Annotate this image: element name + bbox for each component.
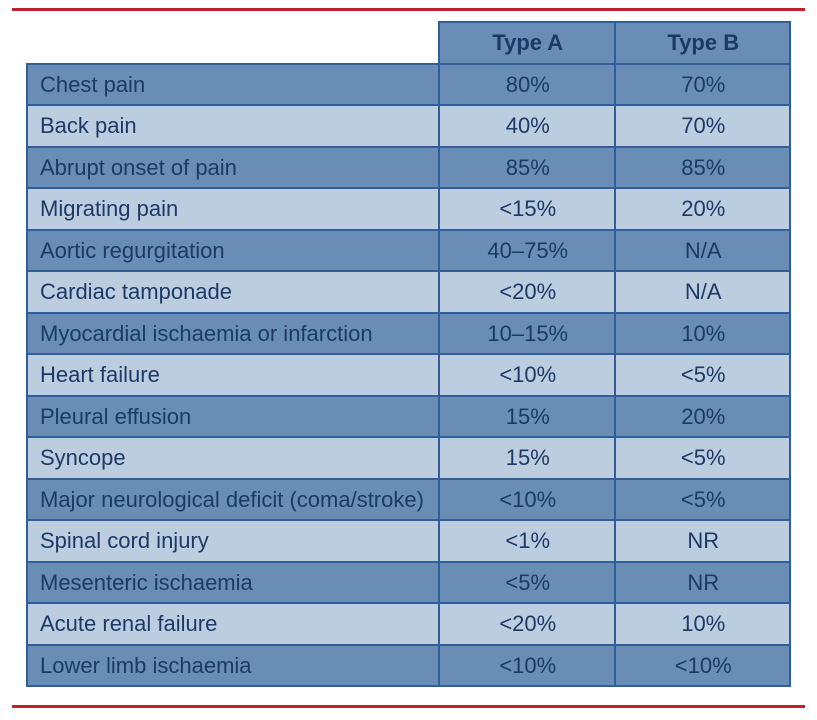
row-label: Back pain (27, 105, 439, 147)
cell-type-a: <1% (439, 520, 614, 562)
cell-type-a: 15% (439, 396, 614, 438)
row-label: Major neurological deficit (coma/stroke) (27, 479, 439, 521)
cell-type-b: NR (615, 520, 791, 562)
row-label: Heart failure (27, 354, 439, 396)
cell-type-b: 10% (615, 603, 791, 645)
table-row: Major neurological deficit (coma/stroke)… (27, 479, 790, 521)
cell-type-a: 15% (439, 437, 614, 479)
cell-type-b: <5% (615, 354, 791, 396)
cell-type-a: <15% (439, 188, 614, 230)
cell-type-a: <10% (439, 354, 614, 396)
top-rule (12, 8, 805, 11)
cell-type-b: <5% (615, 479, 791, 521)
table-header: Type A Type B (27, 22, 790, 64)
cell-type-a: <10% (439, 479, 614, 521)
table-row: Pleural effusion 15% 20% (27, 396, 790, 438)
table-row: Migrating pain <15% 20% (27, 188, 790, 230)
table-body: Chest pain 80% 70% Back pain 40% 70% Abr… (27, 64, 790, 687)
table-container: Type A Type B Chest pain 80% 70% Back pa… (12, 21, 805, 687)
table-row: Syncope 15% <5% (27, 437, 790, 479)
cell-type-b: 20% (615, 188, 791, 230)
cell-type-a: <10% (439, 645, 614, 687)
col-header-type-a: Type A (439, 22, 614, 64)
cell-type-b: 70% (615, 105, 791, 147)
col-header-type-b: Type B (615, 22, 791, 64)
cell-type-a: <5% (439, 562, 614, 604)
cell-type-a: <20% (439, 603, 614, 645)
cell-type-b: 85% (615, 147, 791, 189)
table-row: Lower limb ischaemia <10% <10% (27, 645, 790, 687)
table-row: Heart failure <10% <5% (27, 354, 790, 396)
cell-type-a: <20% (439, 271, 614, 313)
cell-type-b: N/A (615, 230, 791, 272)
row-label: Lower limb ischaemia (27, 645, 439, 687)
row-label: Syncope (27, 437, 439, 479)
table-figure: Type A Type B Chest pain 80% 70% Back pa… (0, 0, 817, 720)
table-row: Cardiac tamponade <20% N/A (27, 271, 790, 313)
bottom-rule (12, 705, 805, 708)
cell-type-a: 85% (439, 147, 614, 189)
table-row: Mesenteric ischaemia <5% NR (27, 562, 790, 604)
table-row: Acute renal failure <20% 10% (27, 603, 790, 645)
table-row: Abrupt onset of pain 85% 85% (27, 147, 790, 189)
cell-type-a: 40–75% (439, 230, 614, 272)
row-label: Chest pain (27, 64, 439, 106)
table-row: Aortic regurgitation 40–75% N/A (27, 230, 790, 272)
row-label: Spinal cord injury (27, 520, 439, 562)
cell-type-b: 10% (615, 313, 791, 355)
cell-type-b: <10% (615, 645, 791, 687)
cell-type-a: 80% (439, 64, 614, 106)
cell-type-b: 70% (615, 64, 791, 106)
row-label: Aortic regurgitation (27, 230, 439, 272)
cell-type-b: N/A (615, 271, 791, 313)
cell-type-b: <5% (615, 437, 791, 479)
row-label: Cardiac tamponade (27, 271, 439, 313)
table-row: Back pain 40% 70% (27, 105, 790, 147)
row-label: Pleural effusion (27, 396, 439, 438)
row-label: Mesenteric ischaemia (27, 562, 439, 604)
row-label: Myocardial ischaemia or infarction (27, 313, 439, 355)
row-label: Acute renal failure (27, 603, 439, 645)
table-row: Spinal cord injury <1% NR (27, 520, 790, 562)
cell-type-a: 10–15% (439, 313, 614, 355)
data-table: Type A Type B Chest pain 80% 70% Back pa… (26, 21, 791, 687)
table-row: Myocardial ischaemia or infarction 10–15… (27, 313, 790, 355)
row-label: Abrupt onset of pain (27, 147, 439, 189)
cell-type-b: 20% (615, 396, 791, 438)
cell-type-a: 40% (439, 105, 614, 147)
col-header-empty (27, 22, 439, 64)
table-row: Chest pain 80% 70% (27, 64, 790, 106)
cell-type-b: NR (615, 562, 791, 604)
row-label: Migrating pain (27, 188, 439, 230)
